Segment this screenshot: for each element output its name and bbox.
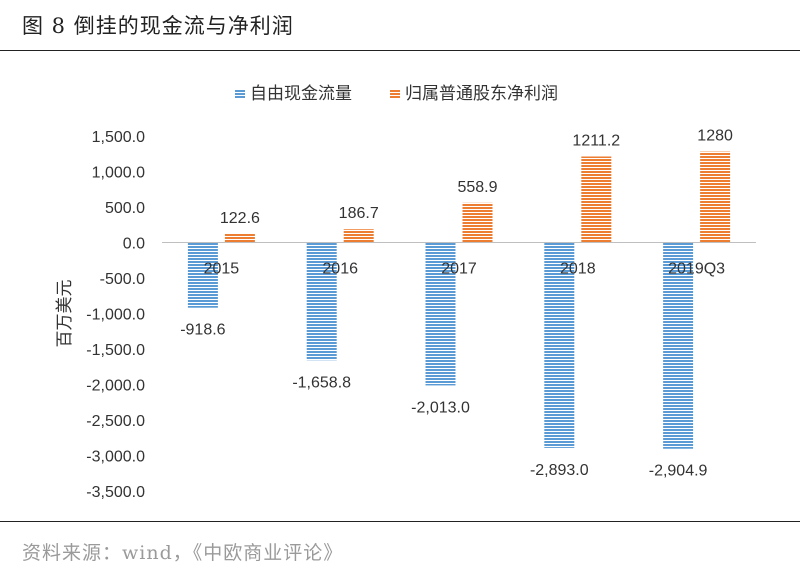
y-tick-label: -500.0 bbox=[100, 271, 145, 288]
bar-free-cash-flow bbox=[306, 242, 337, 361]
source-note: 资料来源：wind，《中欧商业评论》 bbox=[22, 542, 344, 564]
data-label: -2,893.0 bbox=[530, 462, 589, 479]
x-tick-label: 2019Q3 bbox=[668, 261, 725, 278]
bar-free-cash-flow bbox=[544, 242, 575, 448]
bar-net-profit bbox=[224, 233, 255, 243]
data-label: 186.7 bbox=[339, 205, 379, 222]
bar-net-profit bbox=[581, 156, 612, 243]
figure-title: 图 8 倒挂的现金流与净利润 bbox=[22, 14, 294, 38]
x-tick-label: 2015 bbox=[204, 261, 240, 278]
y-tick-label: -3,500.0 bbox=[86, 484, 145, 501]
y-tick-label: 1,000.0 bbox=[92, 165, 145, 182]
bar-net-profit bbox=[700, 151, 731, 243]
top-rule bbox=[0, 50, 800, 51]
bar-free-cash-flow bbox=[187, 242, 218, 308]
y-tick-label: -1,500.0 bbox=[86, 342, 145, 359]
y-tick-label: -2,500.0 bbox=[86, 413, 145, 430]
legend-swatch bbox=[390, 89, 400, 99]
bar-chart: 自由现金流量 归属普通股东净利润 1,500.0 1,000.0 500.0 0.0 -50… bbox=[55, 84, 756, 501]
y-tick-label: -1,000.0 bbox=[86, 307, 145, 324]
data-label: -2,904.9 bbox=[649, 463, 708, 480]
legend-label: 归属普通股东净利润 bbox=[405, 84, 558, 103]
bar-free-cash-flow bbox=[663, 242, 694, 449]
data-label: 558.9 bbox=[457, 179, 497, 196]
data-label: -1,658.8 bbox=[292, 374, 351, 391]
y-tick-label: -3,000.0 bbox=[86, 449, 145, 466]
x-tick-label: 2018 bbox=[560, 261, 596, 278]
legend-swatch bbox=[235, 89, 245, 99]
y-tick-label: 1,500.0 bbox=[92, 129, 145, 146]
bar-net-profit bbox=[462, 202, 493, 243]
x-tick-label: 2017 bbox=[441, 261, 477, 278]
x-tick-label: 2016 bbox=[322, 261, 358, 278]
bar-net-profit bbox=[343, 229, 374, 243]
data-label: 1280 bbox=[697, 128, 733, 145]
data-label: -918.6 bbox=[180, 322, 225, 339]
data-label: -2,013.0 bbox=[411, 399, 470, 416]
bar-free-cash-flow bbox=[425, 242, 456, 386]
data-label: 122.6 bbox=[220, 210, 260, 227]
legend-label: 自由现金流量 bbox=[250, 84, 352, 103]
y-tick-label: -2,000.0 bbox=[86, 378, 145, 395]
y-tick-label: 0.0 bbox=[123, 236, 145, 253]
bottom-rule bbox=[0, 521, 800, 522]
data-label: 1211.2 bbox=[572, 133, 620, 150]
y-axis-label: 百万美元 bbox=[55, 280, 74, 348]
y-tick-label: 500.0 bbox=[105, 200, 145, 217]
